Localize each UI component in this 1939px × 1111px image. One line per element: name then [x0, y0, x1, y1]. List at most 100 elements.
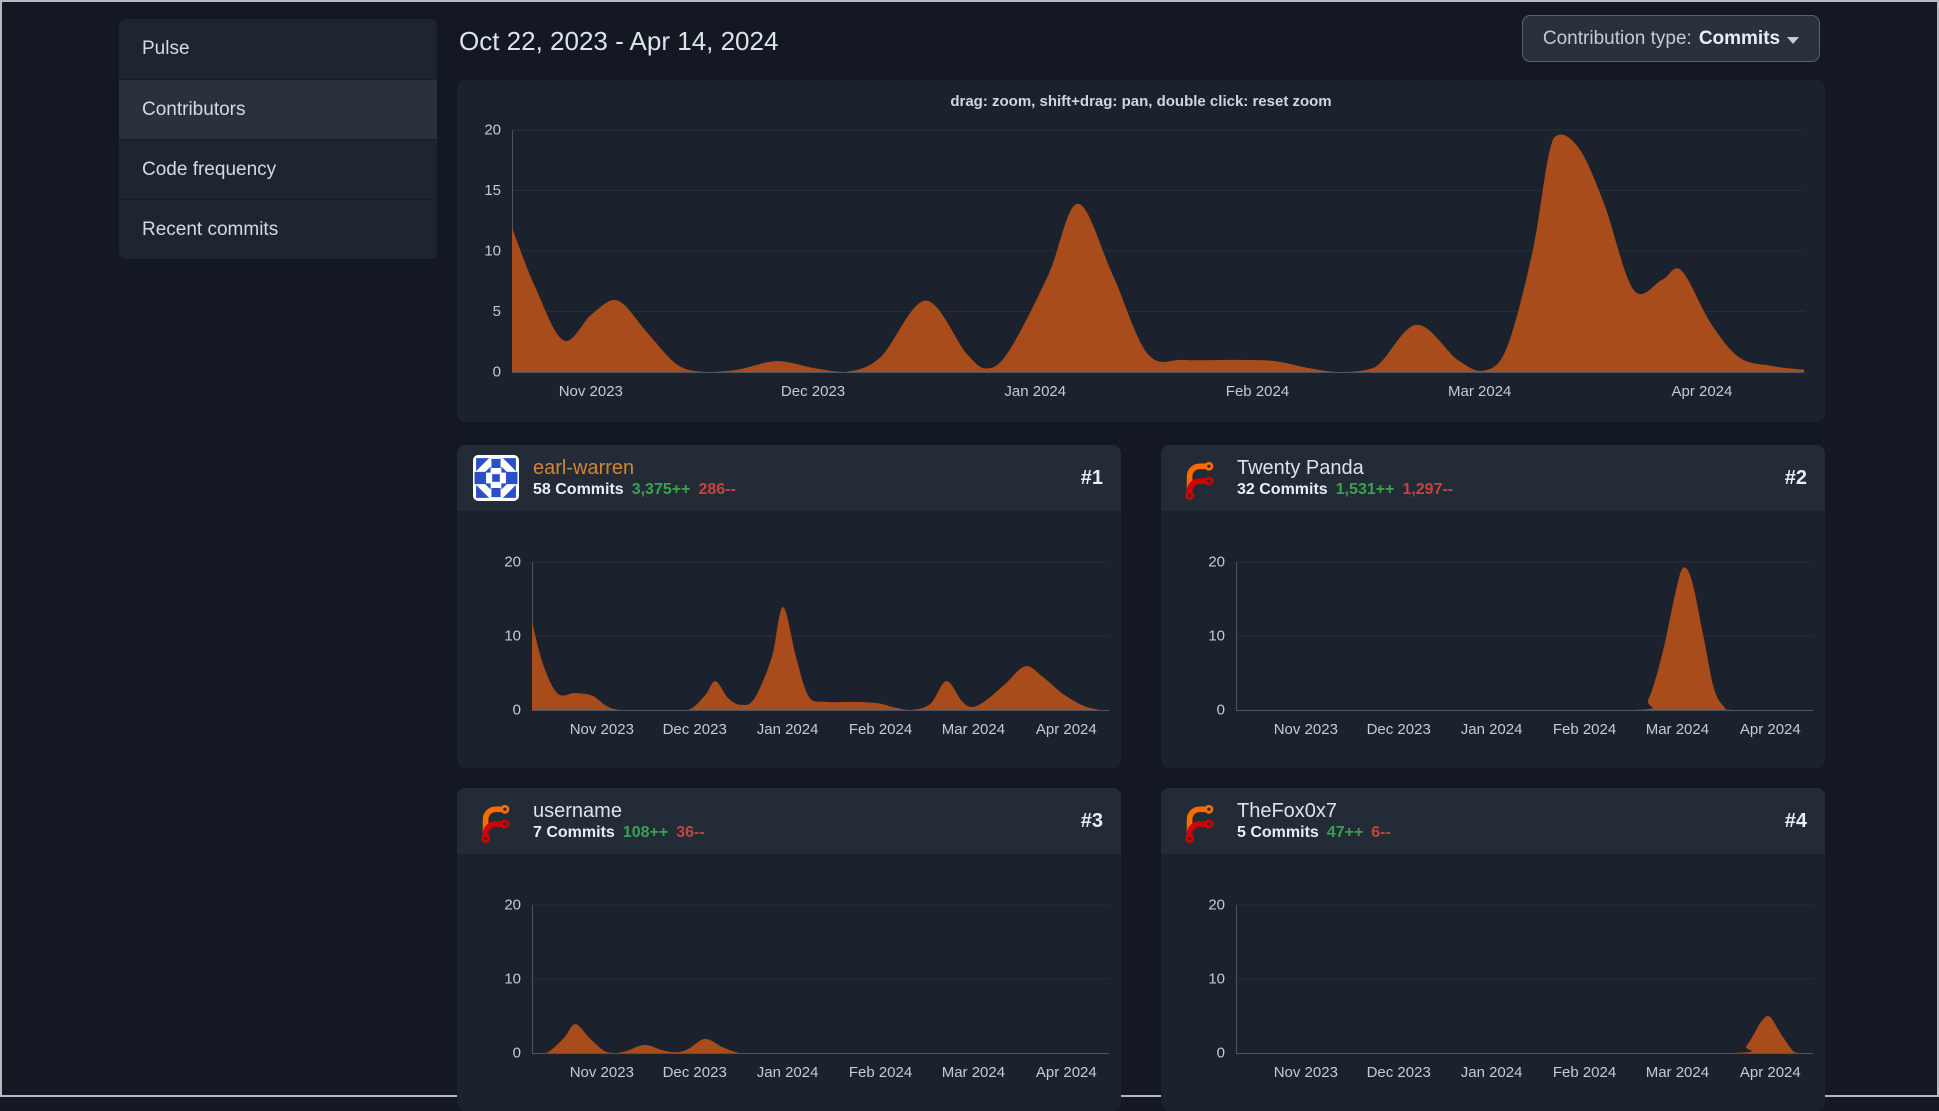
svg-text:Feb 2024: Feb 2024: [849, 721, 912, 738]
contributor-rank: #4: [1784, 809, 1807, 832]
contributor-name[interactable]: username: [533, 800, 622, 822]
contributor-stats: 32 Commits 1,531++ 1,297--: [1237, 481, 1453, 499]
svg-text:10: 10: [484, 243, 501, 260]
svg-text:Apr 2024: Apr 2024: [1671, 383, 1732, 400]
contributor-chart[interactable]: 0 10 20 Nov 2023 Dec 2023 Jan 2024 Feb 2024 Mar…: [1161, 854, 1825, 1111]
sidebar-item-label: Code frequency: [142, 158, 277, 180]
svg-text:Jan 2024: Jan 2024: [757, 1064, 819, 1081]
dropdown-selected-value: Commits: [1698, 27, 1781, 49]
svg-text:5: 5: [493, 303, 501, 320]
contributor-stats: 7 Commits 108++ 36--: [533, 824, 705, 842]
main-activity-chart[interactable]: 0 5 10 15 20 Nov 2023 Dec 2023 Jan 2024 Feb 2024…: [457, 80, 1825, 422]
svg-text:Apr 2024: Apr 2024: [1036, 1064, 1097, 1081]
sidebar-item-code-frequency[interactable]: Code frequency: [119, 139, 437, 199]
contributor-card: TheFox0x7 5 Commits 47++ 6-- #4 0 10 20 Nov…: [1161, 788, 1825, 1111]
contributor-card: username 7 Commits 108++ 36-- #3 0 10 20 No…: [457, 788, 1121, 1111]
svg-text:20: 20: [1208, 554, 1225, 571]
forgejo-logo-avatar[interactable]: [473, 798, 519, 844]
svg-text:10: 10: [1208, 628, 1225, 645]
svg-text:Mar 2024: Mar 2024: [1448, 383, 1511, 400]
svg-text:Feb 2024: Feb 2024: [1553, 1064, 1616, 1081]
contributor-chart[interactable]: 0 10 20 Nov 2023 Dec 2023 Jan 2024 Feb 2024 Mar…: [457, 854, 1121, 1111]
contributor-name[interactable]: TheFox0x7: [1237, 800, 1338, 822]
contributor-card-header: TheFox0x7 5 Commits 47++ 6-- #4: [1161, 788, 1825, 854]
contributor-card-header: Twenty Panda 32 Commits 1,531++ 1,297-- …: [1161, 445, 1825, 511]
sidebar-item-label: Pulse: [142, 38, 190, 59]
dropdown-prefix-label: Contribution type:: [1542, 27, 1692, 49]
svg-text:Apr 2024: Apr 2024: [1036, 721, 1097, 738]
svg-text:20: 20: [484, 122, 501, 139]
svg-text:Jan 2024: Jan 2024: [757, 721, 819, 738]
sidebar-item-label: Recent commits: [142, 218, 279, 240]
svg-text:Feb 2024: Feb 2024: [1553, 721, 1616, 738]
sidebar-item-contributors[interactable]: Contributors: [119, 79, 437, 139]
contributor-chart[interactable]: 0 10 20 Nov 2023 Dec 2023 Jan 2024 Feb 2024 Mar…: [1161, 511, 1825, 768]
additions-count: 108++: [622, 824, 669, 841]
sidebar-item-recent-commits[interactable]: Recent commits: [119, 199, 437, 259]
svg-text:Feb 2024: Feb 2024: [1226, 383, 1289, 400]
contributor-stats: 5 Commits 47++ 6--: [1237, 824, 1391, 842]
main-chart-panel: drag: zoom, shift+drag: pan, double clic…: [457, 80, 1825, 422]
contributor-rank: #1: [1080, 466, 1103, 489]
svg-text:15: 15: [484, 182, 501, 199]
contributor-stats: 58 Commits 3,375++ 286--: [533, 481, 736, 499]
contributor-card-header: earl-warren 58 Commits 3,375++ 286-- #1: [457, 445, 1121, 511]
svg-text:Mar 2024: Mar 2024: [1646, 721, 1709, 738]
sidebar-item-pulse[interactable]: Pulse: [119, 19, 437, 79]
svg-text:Dec 2023: Dec 2023: [663, 1064, 727, 1081]
zoom-hint-text: drag: zoom, shift+drag: pan, double clic…: [950, 93, 1332, 110]
chevron-down-icon: [1787, 36, 1800, 44]
svg-text:Apr 2024: Apr 2024: [1740, 721, 1801, 738]
svg-text:Nov 2023: Nov 2023: [570, 721, 634, 738]
contributor-chart[interactable]: 0 10 20 Nov 2023 Dec 2023 Jan 2024 Feb 2024 Mar…: [457, 511, 1121, 768]
svg-text:0: 0: [513, 702, 521, 719]
svg-text:0: 0: [1217, 1045, 1225, 1062]
svg-text:10: 10: [504, 971, 521, 988]
contributor-name[interactable]: earl-warren: [533, 457, 635, 479]
forgejo-logo-avatar[interactable]: [1177, 798, 1223, 844]
svg-text:Nov 2023: Nov 2023: [570, 1064, 634, 1081]
deletions-count: 6--: [1371, 824, 1391, 841]
additions-count: 1,531++: [1335, 481, 1395, 498]
contributor-card-header: username 7 Commits 108++ 36-- #3: [457, 788, 1121, 854]
svg-text:Jan 2024: Jan 2024: [1461, 721, 1523, 738]
svg-text:Dec 2023: Dec 2023: [663, 721, 727, 738]
svg-text:Feb 2024: Feb 2024: [849, 1064, 912, 1081]
svg-text:Jan 2024: Jan 2024: [1004, 383, 1066, 400]
svg-text:10: 10: [1208, 971, 1225, 988]
contributor-name[interactable]: Twenty Panda: [1237, 457, 1364, 479]
svg-text:Mar 2024: Mar 2024: [942, 1064, 1005, 1081]
forgejo-logo-avatar[interactable]: [1177, 455, 1223, 501]
svg-text:Dec 2023: Dec 2023: [781, 383, 845, 400]
commit-count: 5 Commits: [1237, 824, 1319, 841]
sidebar-menu: Pulse Contributors Code frequency Recent…: [119, 19, 437, 259]
svg-text:Apr 2024: Apr 2024: [1740, 1064, 1801, 1081]
contributor-rank: #3: [1080, 809, 1103, 832]
contributor-card: earl-warren 58 Commits 3,375++ 286-- #1 …: [457, 445, 1121, 768]
commit-count: 58 Commits: [533, 481, 624, 498]
svg-text:10: 10: [504, 628, 521, 645]
svg-text:0: 0: [1217, 702, 1225, 719]
contribution-type-dropdown[interactable]: Contribution type: Commits: [1522, 15, 1820, 62]
commit-count: 32 Commits: [1237, 481, 1328, 498]
contributor-card: Twenty Panda 32 Commits 1,531++ 1,297-- …: [1161, 445, 1825, 768]
additions-count: 47++: [1326, 824, 1364, 841]
svg-text:Mar 2024: Mar 2024: [942, 721, 1005, 738]
additions-count: 3,375++: [631, 481, 691, 498]
deletions-count: 286--: [698, 481, 736, 498]
svg-text:Nov 2023: Nov 2023: [559, 383, 623, 400]
svg-text:Dec 2023: Dec 2023: [1367, 1064, 1431, 1081]
svg-text:Mar 2024: Mar 2024: [1646, 1064, 1709, 1081]
sidebar-item-label: Contributors: [142, 98, 246, 120]
deletions-count: 36--: [676, 824, 705, 841]
contributor-rank: #2: [1784, 466, 1807, 489]
commit-count: 7 Commits: [533, 824, 615, 841]
avatar[interactable]: [473, 455, 519, 501]
svg-text:0: 0: [493, 364, 501, 381]
svg-text:20: 20: [504, 897, 521, 914]
svg-text:Nov 2023: Nov 2023: [1274, 1064, 1338, 1081]
svg-text:0: 0: [513, 1045, 521, 1062]
svg-text:20: 20: [504, 554, 521, 571]
deletions-count: 1,297--: [1402, 481, 1454, 498]
